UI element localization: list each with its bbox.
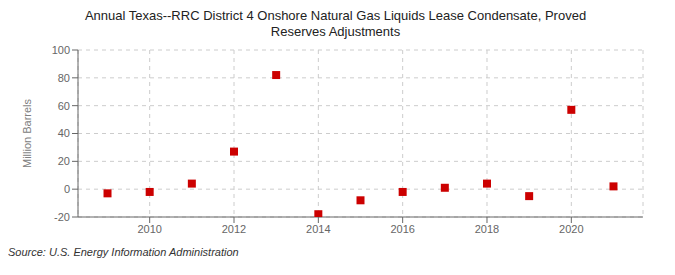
- html-text:Annual Texas--RRC District 4 O: Annual Texas--RRC District 4 Onshore Nat…: [84, 8, 587, 39]
- svg-text:80: 80: [58, 72, 70, 84]
- svg-text:100: 100: [52, 44, 70, 56]
- svg-text:2014: 2014: [306, 223, 330, 235]
- svg-text:2020: 2020: [559, 223, 583, 235]
- svg-text:0: 0: [64, 183, 70, 195]
- svg-text:Million Barrels: Million Barrels: [21, 98, 33, 168]
- svg-text:40: 40: [58, 127, 70, 139]
- svg-text:2018: 2018: [475, 223, 499, 235]
- svg-text:-20: -20: [54, 211, 70, 223]
- svg-text:2012: 2012: [222, 223, 246, 235]
- svg-text:60: 60: [58, 100, 70, 112]
- svg-text:2010: 2010: [137, 223, 161, 235]
- svg-text:20: 20: [58, 155, 70, 167]
- html-text:Source: U.S. Energy Informatio: Source: U.S. Energy Information Administ…: [8, 246, 239, 258]
- svg-text:2016: 2016: [390, 223, 414, 235]
